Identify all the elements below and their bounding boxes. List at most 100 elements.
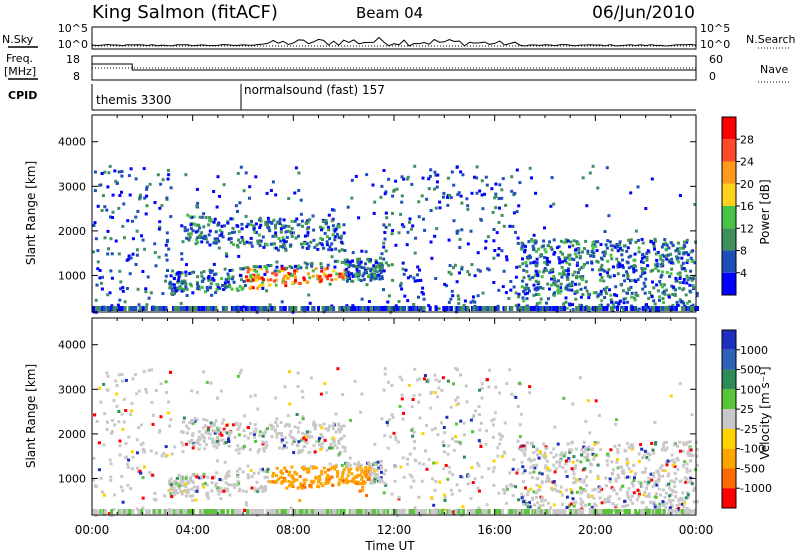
range-time-cell	[429, 406, 433, 410]
range-time-cell	[594, 453, 598, 457]
range-time-cell	[442, 467, 446, 471]
range-time-cell	[478, 388, 482, 392]
range-time-cell	[565, 475, 569, 478]
range-time-cell	[679, 479, 683, 483]
range-time-cell	[204, 290, 207, 294]
range-time-cell	[478, 413, 482, 416]
range-time-cell	[198, 234, 202, 238]
range-time-cell	[238, 273, 242, 277]
range-time-cell	[329, 306, 333, 311]
y-tick-label: 2000	[58, 225, 86, 238]
range-time-cell	[226, 439, 230, 443]
range-time-cell	[288, 433, 292, 437]
range-time-cell	[560, 493, 564, 497]
range-time-cell	[652, 286, 656, 290]
range-time-cell	[357, 263, 361, 267]
range-time-cell	[249, 279, 253, 283]
range-time-cell	[677, 241, 680, 245]
range-time-cell	[223, 460, 227, 464]
range-time-cell	[689, 269, 693, 273]
range-time-cell	[573, 480, 577, 484]
range-time-cell	[586, 493, 590, 497]
range-time-cell	[587, 445, 591, 449]
range-time-cell	[440, 509, 444, 514]
range-time-cell	[138, 306, 142, 311]
range-time-cell	[217, 426, 221, 430]
range-time-cell	[312, 228, 316, 232]
range-time-cell	[235, 243, 239, 247]
range-time-cell	[299, 198, 303, 202]
range-time-cell	[688, 276, 692, 280]
range-time-cell	[196, 287, 200, 291]
range-time-cell	[278, 446, 281, 450]
range-time-cell	[579, 255, 582, 259]
range-time-cell	[679, 449, 682, 453]
range-time-cell	[229, 237, 233, 240]
range-time-cell	[289, 243, 293, 247]
range-time-cell	[433, 488, 437, 492]
range-time-cell	[303, 309, 307, 313]
range-time-cell	[218, 234, 222, 238]
range-time-cell	[575, 274, 579, 278]
range-time-cell	[410, 405, 414, 409]
range-time-cell	[490, 419, 494, 422]
range-time-cell	[522, 268, 526, 272]
range-time-cell	[378, 480, 381, 484]
range-time-cell	[217, 246, 221, 250]
range-time-cell	[118, 444, 122, 448]
range-time-cell	[629, 285, 633, 289]
range-time-cell	[341, 470, 345, 474]
range-time-cell	[377, 263, 381, 267]
range-time-cell	[158, 428, 162, 432]
range-time-cell	[572, 472, 576, 476]
range-time-cell	[154, 389, 158, 392]
range-time-cell	[228, 493, 232, 497]
range-time-cell	[657, 472, 661, 476]
range-time-cell	[388, 418, 391, 422]
range-time-cell	[539, 452, 543, 455]
range-time-cell	[325, 243, 329, 247]
range-time-cell	[341, 393, 345, 396]
range-time-cell	[390, 263, 394, 267]
noise-tick-bottom-right: 10^0	[700, 38, 730, 51]
range-time-cell	[419, 306, 423, 311]
range-time-cell	[298, 509, 302, 514]
range-time-cell	[325, 391, 329, 395]
range-time-cell	[455, 230, 459, 234]
range-time-cell	[320, 228, 323, 232]
range-time-cell	[134, 306, 138, 311]
range-time-cell	[345, 267, 349, 271]
range-time-cell	[342, 509, 346, 514]
range-time-cell	[265, 267, 269, 270]
range-time-cell	[365, 468, 369, 472]
range-time-cell	[187, 232, 191, 236]
range-time-cell	[135, 248, 139, 252]
range-time-cell	[205, 285, 209, 289]
range-time-cell	[282, 444, 286, 448]
range-time-cell	[421, 292, 425, 296]
range-time-cell	[659, 466, 663, 470]
range-time-cell	[557, 245, 561, 249]
range-time-cell	[653, 263, 657, 267]
range-time-cell	[685, 477, 689, 481]
range-time-cell	[513, 191, 517, 195]
range-time-cell	[206, 496, 210, 500]
range-time-cell	[671, 463, 675, 467]
range-time-cell	[129, 487, 133, 490]
velocity-x-ticks	[91, 318, 697, 515]
range-time-cell	[484, 239, 488, 243]
range-time-cell	[627, 467, 631, 471]
range-time-cell	[343, 249, 347, 252]
range-time-cell	[294, 306, 298, 311]
range-time-cell	[583, 467, 587, 471]
range-time-cell	[141, 496, 145, 500]
range-time-cell	[290, 465, 294, 469]
range-time-cell	[636, 278, 640, 282]
range-time-cell	[103, 236, 107, 240]
range-time-cell	[148, 471, 152, 475]
range-time-cell	[521, 262, 525, 266]
range-time-cell	[318, 225, 322, 229]
range-time-cell	[539, 286, 543, 289]
range-time-cell	[275, 417, 279, 421]
range-time-cell	[252, 224, 256, 228]
